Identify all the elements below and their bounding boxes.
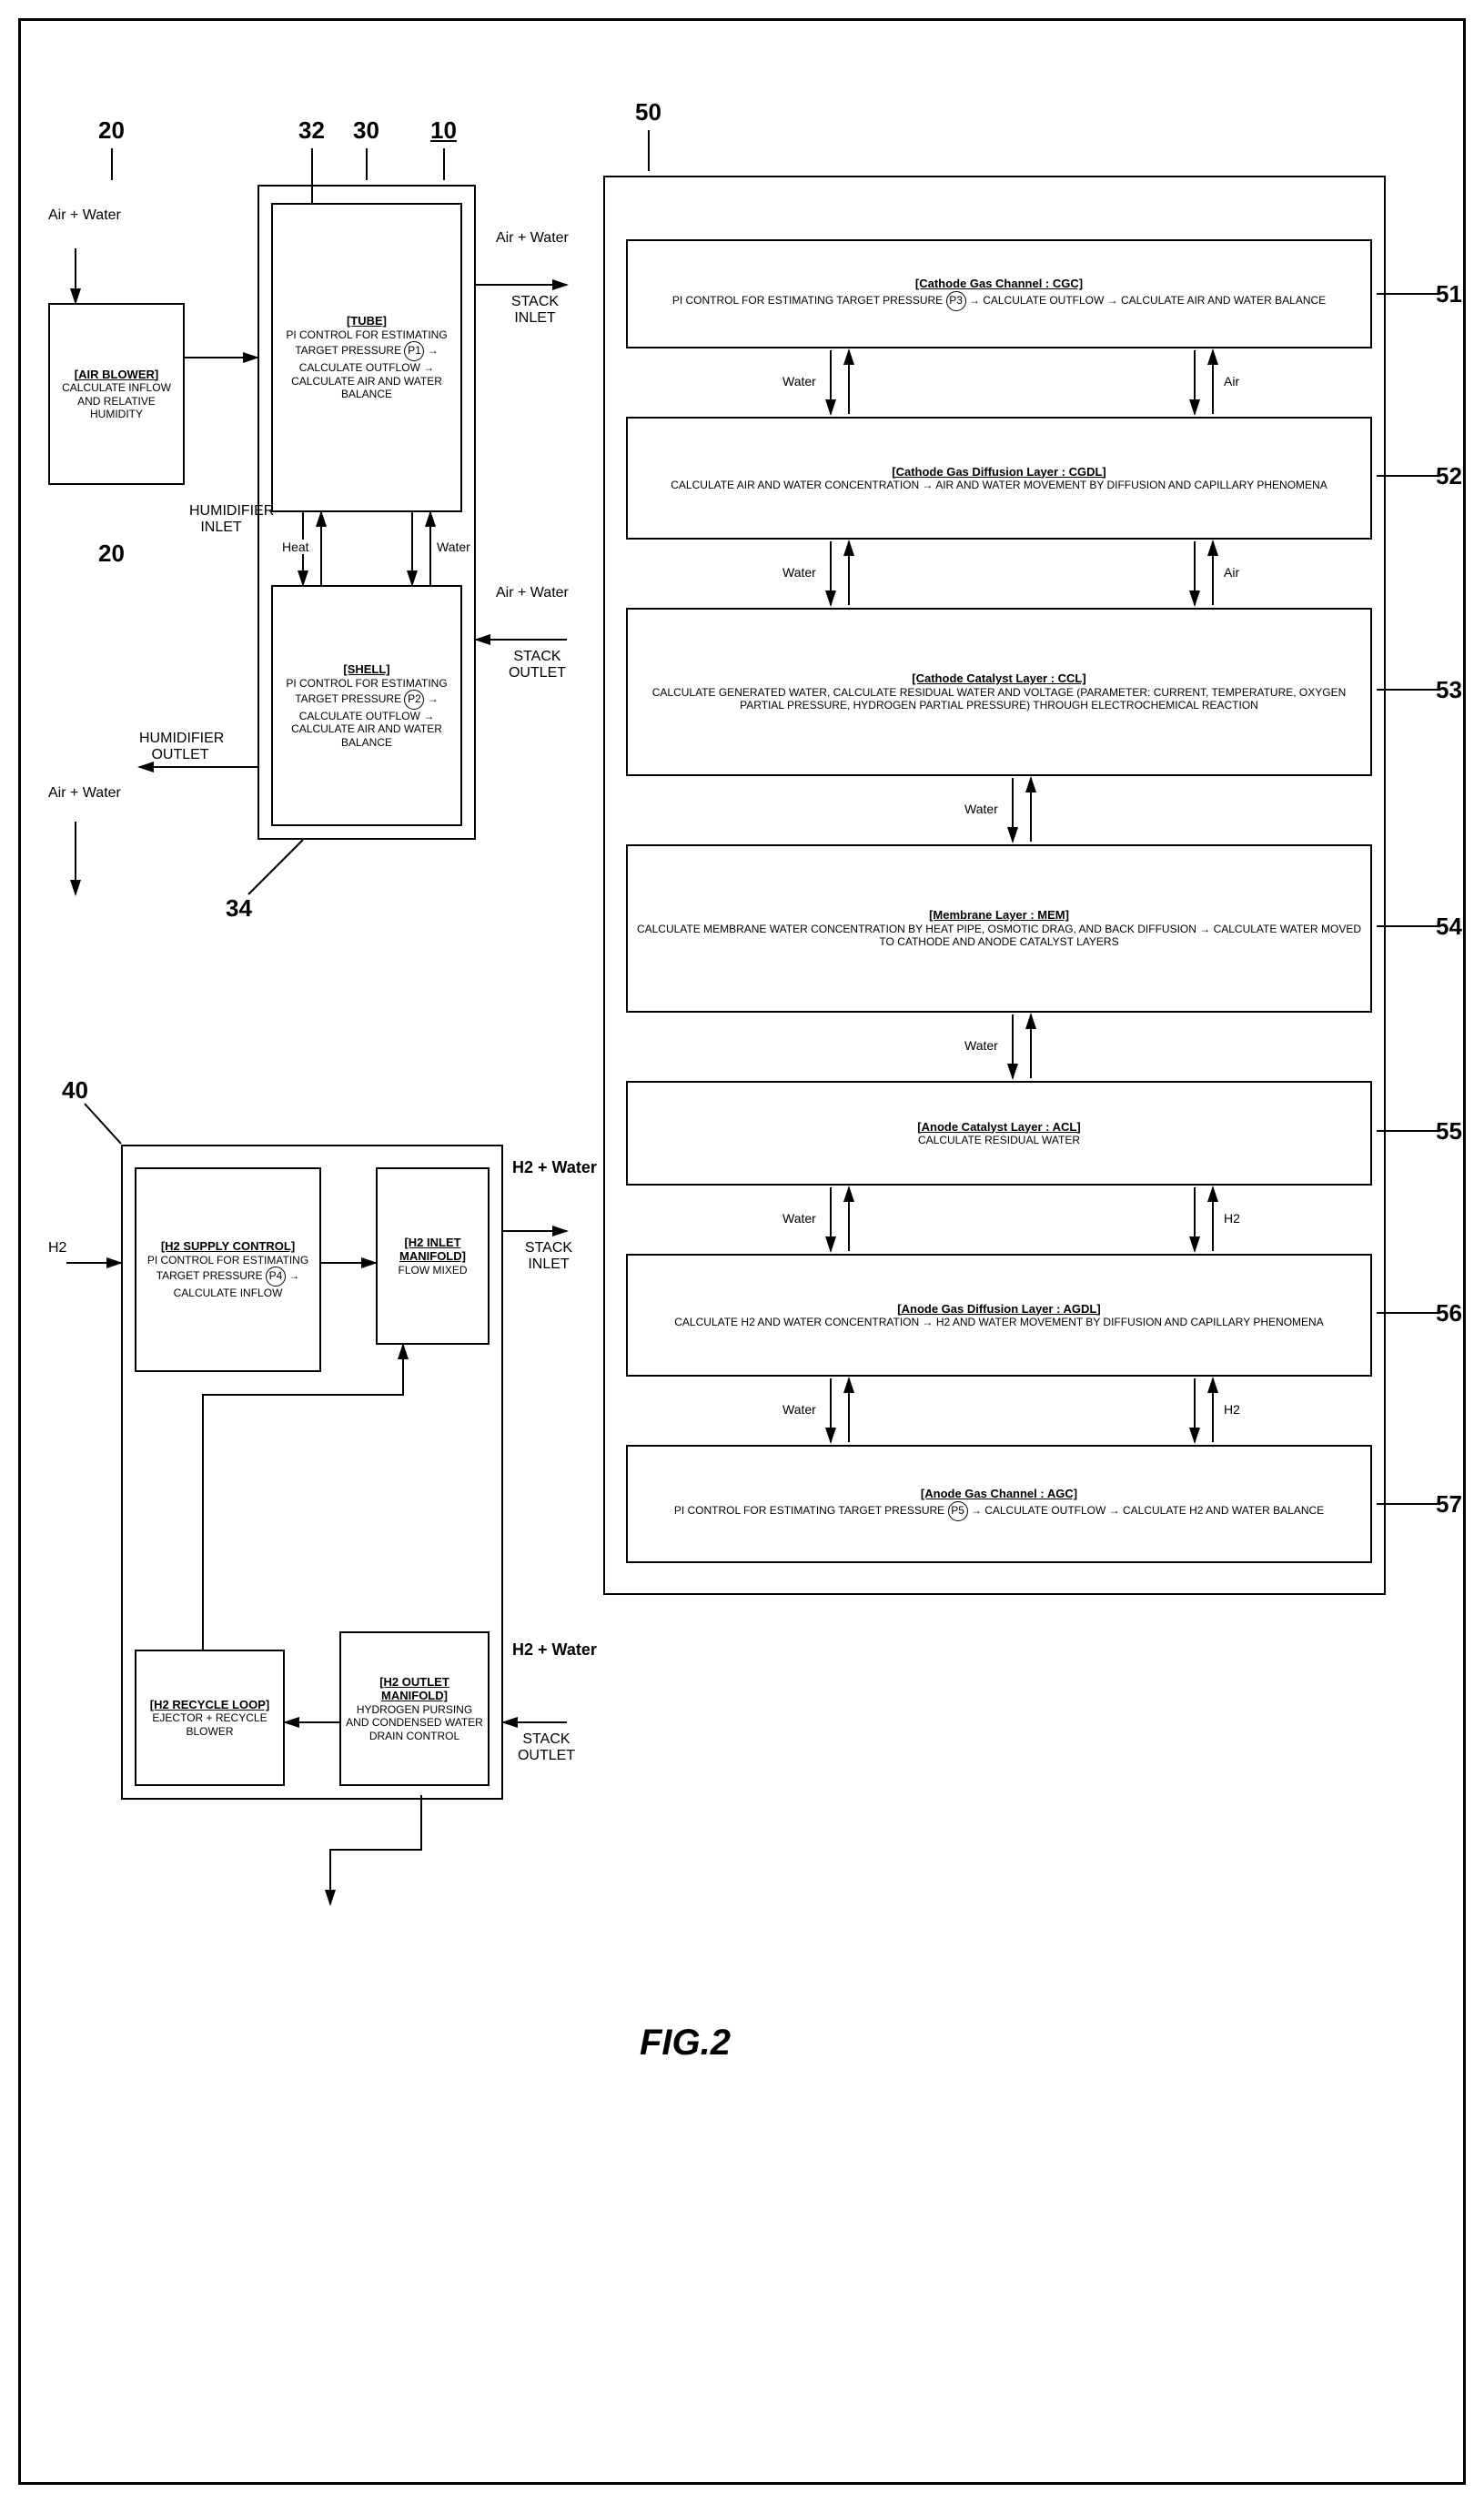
ref-57: 57 bbox=[1436, 1490, 1462, 1519]
lbl-water-1: Water bbox=[781, 374, 818, 389]
ccl-box: [Cathode Catalyst Layer : CCL] CALCULATE… bbox=[626, 608, 1372, 776]
tube-p: P1 bbox=[404, 341, 424, 361]
tube-box: [TUBE] PI CONTROL FOR ESTIMATING TARGET … bbox=[271, 203, 462, 512]
ref-56: 56 bbox=[1436, 1299, 1462, 1327]
ref-10: 10 bbox=[430, 116, 457, 145]
io-h2-in: H2 bbox=[48, 1240, 66, 1257]
ccl-title: [Cathode Catalyst Layer : CCL] bbox=[912, 671, 1085, 686]
lbl-water-6: Water bbox=[781, 1402, 818, 1417]
shell-box: [SHELL] PI CONTROL FOR ESTIMATING TARGET… bbox=[271, 585, 462, 826]
cgdl-box: [Cathode Gas Diffusion Layer : CGDL] CAL… bbox=[626, 417, 1372, 540]
cgc-box: [Cathode Gas Channel : CGC] PI CONTROL F… bbox=[626, 239, 1372, 348]
acl-title: [Anode Catalyst Layer : ACL] bbox=[917, 1120, 1080, 1135]
h2-inlet-box: [H2 INLET MANIFOLD] FLOW MIXED bbox=[376, 1167, 490, 1345]
h2-recycle-title: [H2 RECYCLE LOOP] bbox=[150, 1698, 269, 1712]
tube-body: PI CONTROL FOR ESTIMATING TARGET PRESSUR… bbox=[277, 328, 457, 401]
mem-box: [Membrane Layer : MEM] CALCULATE MEMBRAN… bbox=[626, 844, 1372, 1013]
lbl-water-2: Water bbox=[781, 565, 818, 580]
lbl-air-2: Air bbox=[1222, 565, 1241, 580]
ref-55: 55 bbox=[1436, 1117, 1462, 1146]
figure-label: FIG.2 bbox=[640, 2023, 731, 2064]
agdl-box: [Anode Gas Diffusion Layer : AGDL] CALCU… bbox=[626, 1254, 1372, 1377]
h2-supply-box: [H2 SUPPLY CONTROL] PI CONTROL FOR ESTIM… bbox=[135, 1167, 321, 1372]
io-h2-water-2: H2 + Water bbox=[512, 1640, 597, 1660]
io-air-water-4: Air + Water bbox=[496, 585, 569, 601]
ref-20a: 20 bbox=[98, 116, 125, 145]
agc-p: P5 bbox=[948, 1501, 968, 1521]
shell-p: P2 bbox=[404, 690, 424, 710]
shell-pre: PI CONTROL FOR ESTIMATING TARGET PRESSUR… bbox=[286, 677, 447, 706]
io-air-water-1: Air + Water bbox=[48, 207, 121, 224]
acl-body: CALCULATE RESIDUAL WATER bbox=[918, 1134, 1080, 1146]
acl-box: [Anode Catalyst Layer : ACL] CALCULATE R… bbox=[626, 1081, 1372, 1186]
cgc-p: P3 bbox=[946, 291, 966, 311]
shell-body: PI CONTROL FOR ESTIMATING TARGET PRESSUR… bbox=[277, 677, 457, 750]
cgdl-title: [Cathode Gas Diffusion Layer : CGDL] bbox=[892, 465, 1105, 479]
cgc-pre: PI CONTROL FOR ESTIMATING TARGET PRESSUR… bbox=[672, 294, 943, 307]
ref-53: 53 bbox=[1436, 676, 1462, 704]
io-air-water-2: Air + Water bbox=[48, 785, 121, 802]
io-humid-outlet: HUMIDIFIER OUTLET bbox=[139, 731, 221, 763]
h2-recycle-box: [H2 RECYCLE LOOP] EJECTOR + RECYCLE BLOW… bbox=[135, 1650, 285, 1786]
ref-30: 30 bbox=[353, 116, 379, 145]
ref-51: 51 bbox=[1436, 280, 1462, 308]
cgc-post: → CALCULATE OUTFLOW → CALCULATE AIR AND … bbox=[969, 294, 1326, 307]
air-blower-body: CALCULATE INFLOW AND RELATIVE HUMIDITY bbox=[54, 381, 179, 420]
agc-box: [Anode Gas Channel : AGC] PI CONTROL FOR… bbox=[626, 1445, 1372, 1563]
agdl-title: [Anode Gas Diffusion Layer : AGDL] bbox=[897, 1302, 1100, 1317]
lbl-water-ts: Water bbox=[435, 540, 472, 554]
io-humid-inlet: HUMIDIFIER INLET bbox=[189, 503, 253, 536]
cgc-body: PI CONTROL FOR ESTIMATING TARGET PRESSUR… bbox=[672, 291, 1326, 311]
mem-body: CALCULATE MEMBRANE WATER CONCENTRATION B… bbox=[631, 923, 1367, 949]
h2-supply-body: PI CONTROL FOR ESTIMATING TARGET PRESSUR… bbox=[140, 1254, 316, 1300]
h2-inlet-body: FLOW MIXED bbox=[398, 1264, 467, 1277]
h2-inlet-title: [H2 INLET MANIFOLD] bbox=[381, 1236, 484, 1264]
h2-supply-title: [H2 SUPPLY CONTROL] bbox=[161, 1239, 295, 1254]
io-h2-water-1: H2 + Water bbox=[512, 1158, 597, 1177]
cgdl-body: CALCULATE AIR AND WATER CONCENTRATION → … bbox=[671, 479, 1327, 491]
agdl-body: CALCULATE H2 AND WATER CONCENTRATION → H… bbox=[674, 1316, 1323, 1328]
io-stack-outlet-1: STACK OUTLET bbox=[508, 649, 567, 681]
diagram-root: 20 32 30 10 50 34 40 51 52 53 54 55 56 5… bbox=[18, 18, 1466, 2485]
lbl-air-1: Air bbox=[1222, 374, 1241, 389]
h2-outlet-box: [H2 OUTLET MANIFOLD] HYDROGEN PURSING AN… bbox=[339, 1631, 490, 1786]
h2-supply-p: P4 bbox=[266, 1267, 286, 1287]
lbl-water-4: Water bbox=[963, 1038, 1000, 1053]
air-blower-title: [AIR BLOWER] bbox=[75, 368, 158, 382]
io-stack-inlet-1: STACK INLET bbox=[508, 294, 562, 327]
ref-20b: 20 bbox=[98, 540, 125, 568]
agc-title: [Anode Gas Channel : AGC] bbox=[921, 1487, 1077, 1501]
agc-pre: PI CONTROL FOR ESTIMATING TARGET PRESSUR… bbox=[674, 1504, 944, 1517]
agc-body: PI CONTROL FOR ESTIMATING TARGET PRESSUR… bbox=[674, 1501, 1324, 1521]
io-stack-inlet-2: STACK INLET bbox=[521, 1240, 576, 1273]
tube-title: [TUBE] bbox=[347, 314, 387, 328]
ref-52: 52 bbox=[1436, 462, 1462, 490]
io-stack-outlet-2: STACK OUTLET bbox=[517, 1731, 576, 1764]
air-blower-box: [AIR BLOWER] CALCULATE INFLOW AND RELATI… bbox=[48, 303, 185, 485]
io-air-water-3: Air + Water bbox=[496, 230, 569, 247]
ref-32: 32 bbox=[298, 116, 325, 145]
ref-40: 40 bbox=[62, 1076, 88, 1105]
lbl-h2-a: H2 bbox=[1222, 1211, 1242, 1226]
ref-50: 50 bbox=[635, 98, 661, 126]
h2-outlet-title: [H2 OUTLET MANIFOLD] bbox=[345, 1675, 484, 1703]
ccl-body: CALCULATE GENERATED WATER, CALCULATE RES… bbox=[631, 686, 1367, 712]
mem-title: [Membrane Layer : MEM] bbox=[929, 908, 1069, 923]
lbl-water-5: Water bbox=[781, 1211, 818, 1226]
shell-title: [SHELL] bbox=[343, 662, 389, 677]
h2-recycle-body: EJECTOR + RECYCLE BLOWER bbox=[140, 1711, 279, 1738]
h2-outlet-body: HYDROGEN PURSING AND CONDENSED WATER DRA… bbox=[345, 1703, 484, 1742]
lbl-water-3: Water bbox=[963, 802, 1000, 816]
ref-34: 34 bbox=[226, 894, 252, 923]
cgc-title: [Cathode Gas Channel : CGC] bbox=[915, 277, 1083, 291]
tube-pre: PI CONTROL FOR ESTIMATING TARGET PRESSUR… bbox=[286, 328, 447, 358]
lbl-h2-b: H2 bbox=[1222, 1402, 1242, 1417]
agc-post: → CALCULATE OUTFLOW → CALCULATE H2 AND W… bbox=[971, 1504, 1324, 1517]
lbl-heat: Heat bbox=[280, 540, 311, 554]
ref-54: 54 bbox=[1436, 913, 1462, 941]
